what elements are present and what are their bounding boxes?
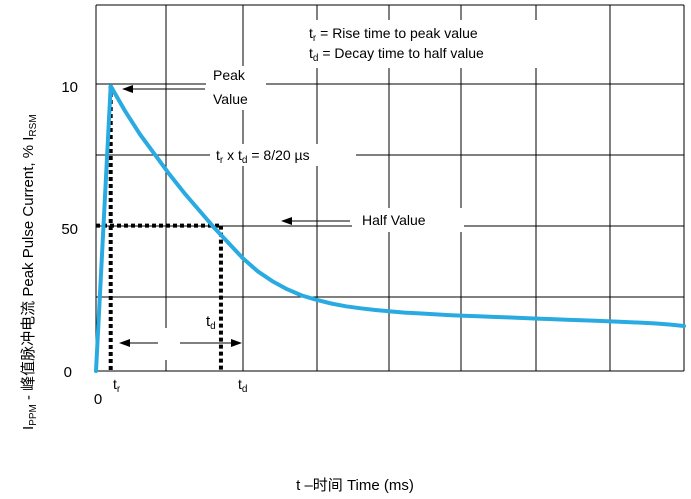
td-span-label: td (206, 313, 216, 332)
td-span-label-background (160, 328, 180, 360)
tr-tick-label: tr (113, 376, 121, 395)
formula-label: tr x td = 8/20 µs (216, 147, 310, 166)
x-tick-label-0: 0 (94, 391, 102, 408)
y-tick-label-100: 10 (61, 79, 78, 96)
formula-background (210, 144, 356, 166)
half-value-label: Half Value (362, 212, 426, 228)
series-line (94, 84, 686, 373)
legend-rise-time: tr = Rise time to peak value (309, 25, 478, 44)
y-tick-label-50: 50 (61, 221, 78, 238)
half-arrow-head (281, 217, 292, 225)
x-axis-label: t –时间 Time (ms) (296, 477, 414, 494)
td-tick-label: td (238, 376, 247, 395)
peak-label-line2: Value (213, 91, 248, 107)
legend-background (296, 20, 546, 68)
peak-label-background (206, 66, 266, 110)
peak-label-line1: Peak (213, 67, 246, 83)
legend-decay-time: td = Decay time to half value (309, 45, 484, 64)
marker-lines (96, 86, 223, 371)
td-span-left-head (119, 339, 130, 347)
td-span-right-head (231, 339, 242, 347)
half-value-background (352, 208, 464, 232)
y-tick-label-0: 0 (64, 364, 72, 381)
peak-arrow-head (122, 85, 133, 93)
y-axis-label: IPPM - 峰值脉冲电流 Peak Pulse Current, % IRSM (20, 114, 39, 430)
